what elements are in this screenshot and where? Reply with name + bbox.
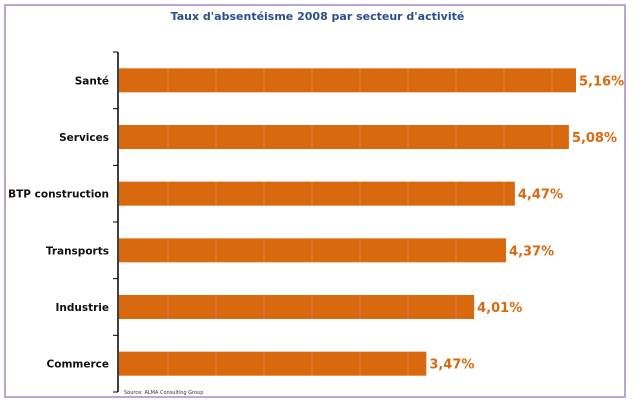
category-label: Transports xyxy=(46,245,109,257)
value-label: 4,47% xyxy=(518,188,563,203)
bar-1 xyxy=(119,68,576,93)
value-label: 3,47% xyxy=(429,358,474,373)
category-label: BTP construction xyxy=(8,189,109,201)
category-label: Commerce xyxy=(47,359,109,371)
category-label: Industrie xyxy=(55,302,109,314)
bar-2 xyxy=(119,125,569,149)
bar-5 xyxy=(119,295,475,319)
value-label: 5,08% xyxy=(572,131,617,146)
category-label: Services xyxy=(59,132,109,144)
source-note: Source: ALMA Consulting Group xyxy=(124,390,204,396)
bar-4 xyxy=(119,238,507,263)
bar-6 xyxy=(119,351,427,376)
chart-title: Taux d'absentéisme 2008 par secteur d'ac… xyxy=(170,10,465,23)
value-label: 5,16% xyxy=(579,74,624,89)
value-label: 4,01% xyxy=(477,301,522,316)
category-label: Santé xyxy=(75,75,109,87)
bar-3 xyxy=(119,181,515,206)
value-label: 4,37% xyxy=(509,244,554,259)
